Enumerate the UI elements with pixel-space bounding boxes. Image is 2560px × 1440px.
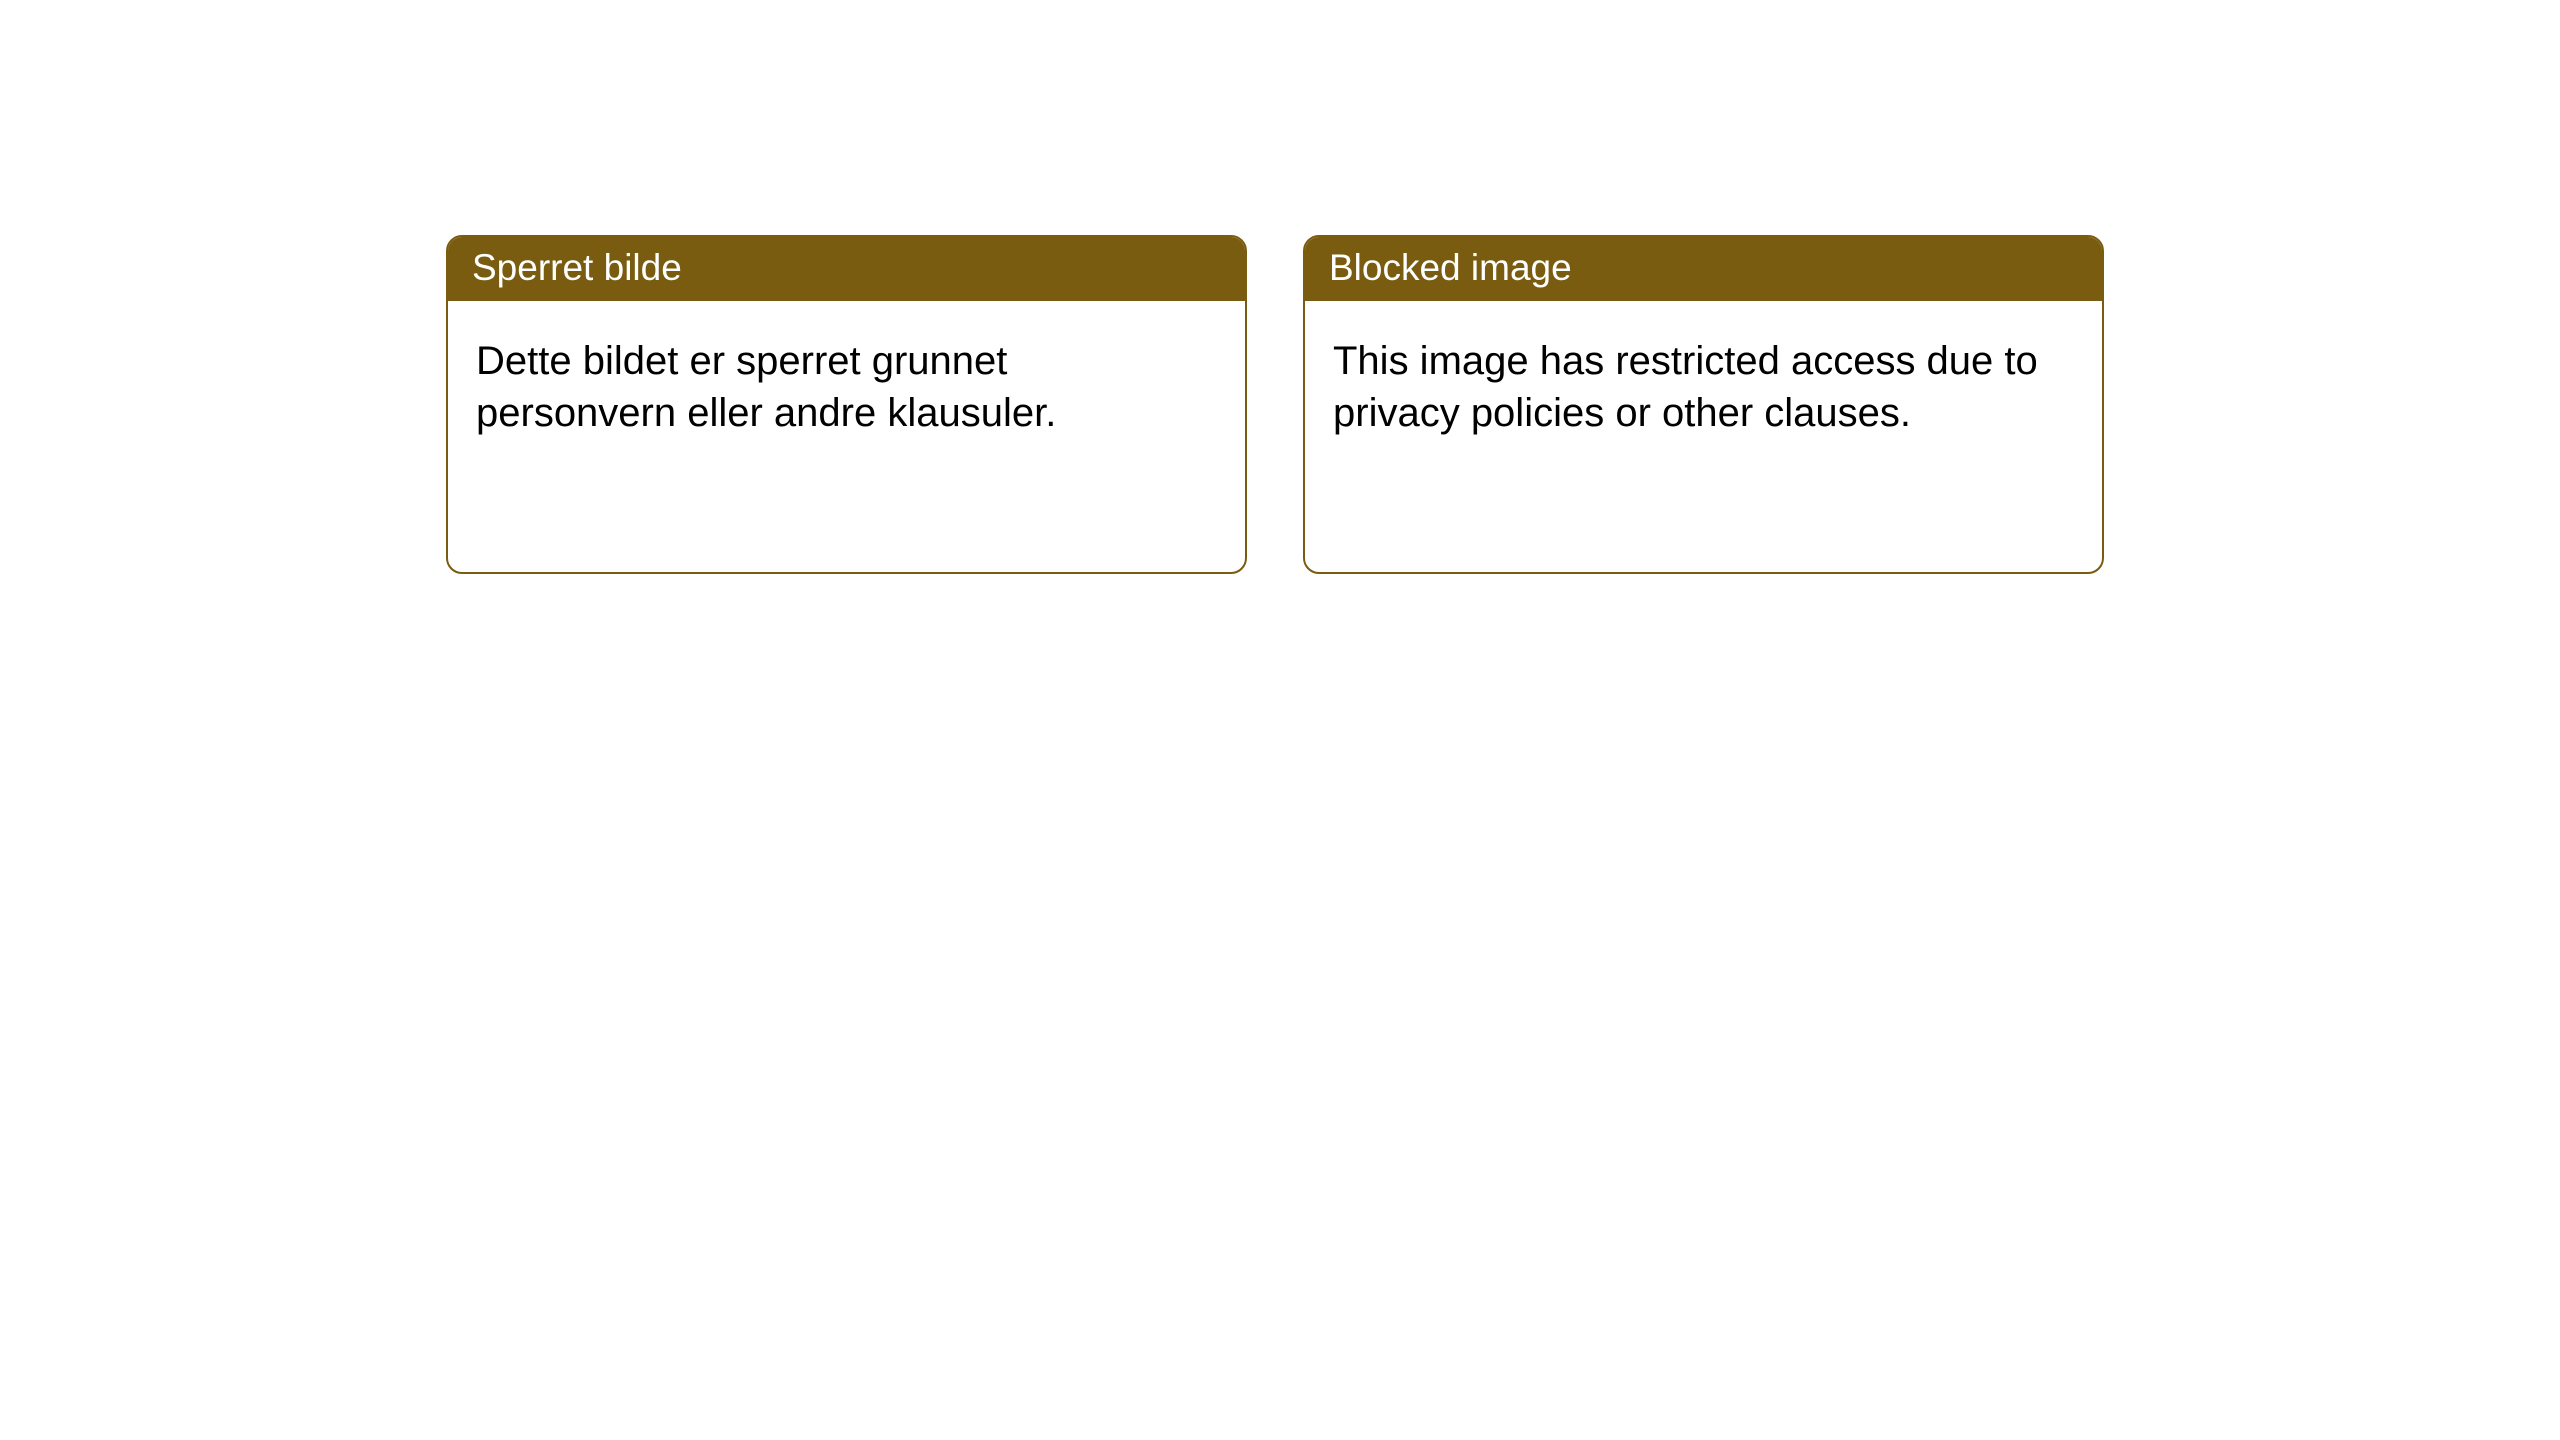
notice-box-norwegian: Sperret bilde Dette bildet er sperret gr… (446, 235, 1247, 574)
notice-header: Sperret bilde (448, 237, 1245, 301)
notice-body: Dette bildet er sperret grunnet personve… (448, 301, 1245, 473)
notice-body-text: Dette bildet er sperret grunnet personve… (476, 339, 1056, 435)
notice-title: Sperret bilde (472, 247, 682, 288)
notice-title: Blocked image (1329, 247, 1572, 288)
notice-body: This image has restricted access due to … (1305, 301, 2102, 473)
notice-box-english: Blocked image This image has restricted … (1303, 235, 2104, 574)
notices-container: Sperret bilde Dette bildet er sperret gr… (0, 0, 2560, 574)
notice-header: Blocked image (1305, 237, 2102, 301)
notice-body-text: This image has restricted access due to … (1333, 339, 2038, 435)
